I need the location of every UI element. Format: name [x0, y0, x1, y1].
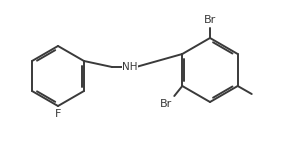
Text: Br: Br	[204, 15, 216, 25]
Text: NH: NH	[122, 62, 138, 72]
Text: F: F	[55, 109, 61, 119]
Text: Br: Br	[160, 99, 172, 109]
